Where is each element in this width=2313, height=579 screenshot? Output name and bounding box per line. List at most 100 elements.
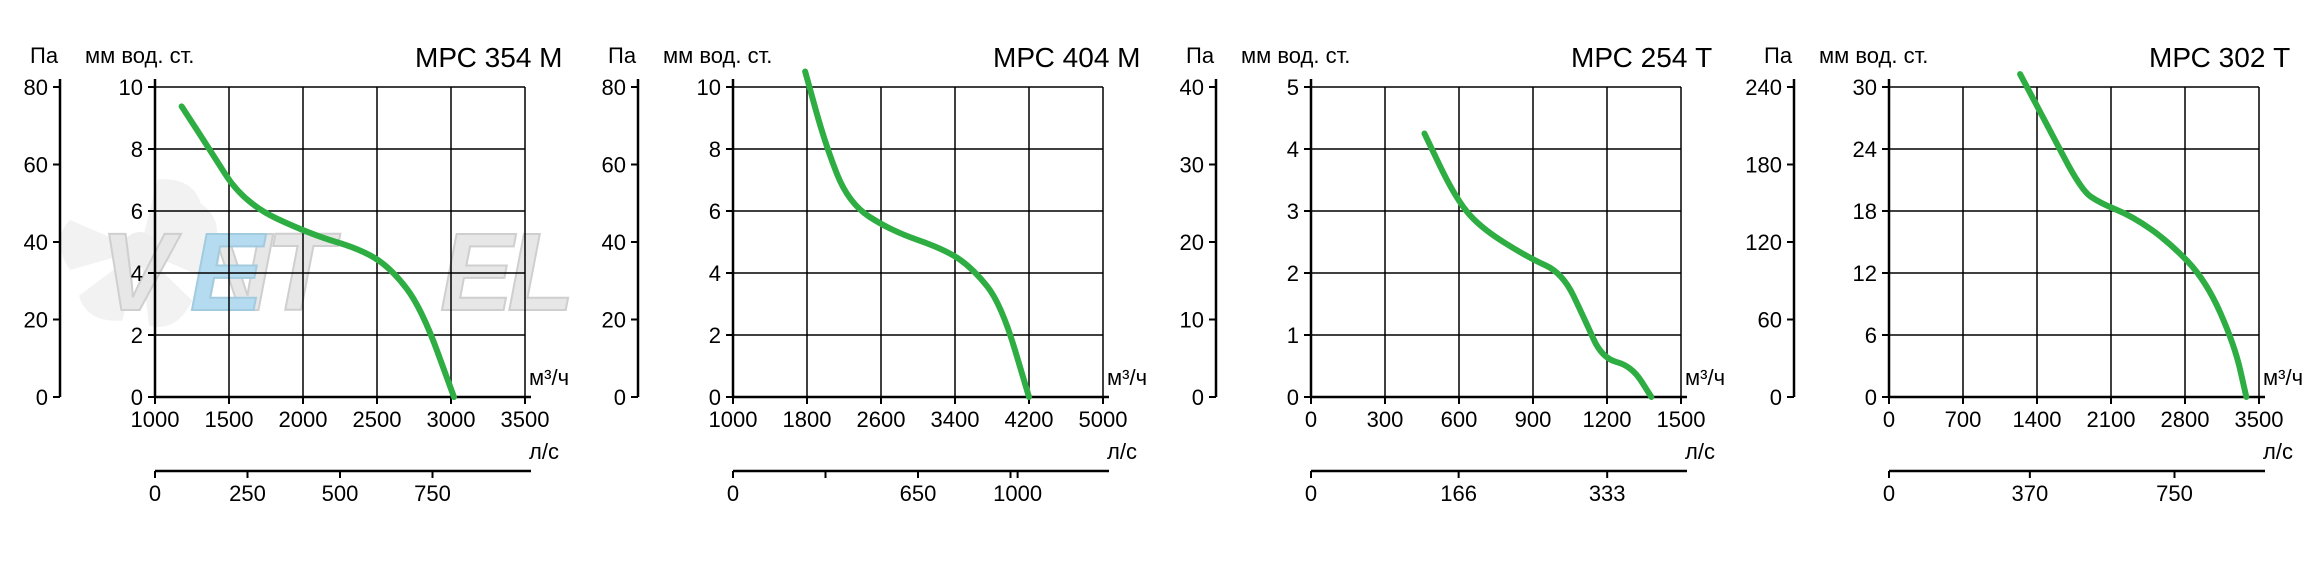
m3h-tick: 1500 [205,407,254,432]
m3h-tick: 900 [1515,407,1552,432]
mm-label: мм вод. ст. [1241,43,1350,68]
mm-label: мм вод. ст. [1819,43,1928,68]
ls-label: л/с [1685,439,1715,464]
m3h-tick: 600 [1441,407,1478,432]
m3h-tick: 1800 [783,407,832,432]
pa-label: Па [608,43,637,68]
ls-label: л/с [2263,439,2293,464]
ls-tick: 1000 [993,481,1042,506]
m3h-tick: 1500 [1657,407,1706,432]
m3h-tick: 1000 [709,407,758,432]
ls-tick: 250 [229,481,266,506]
pa-tick: 0 [1770,385,1782,410]
pa-tick: 0 [36,385,48,410]
pa-tick: 80 [24,75,48,100]
m3h-label: м³/ч [529,365,569,390]
pa-tick: 60 [602,153,626,178]
m3h-tick: 2100 [2087,407,2136,432]
m3h-tick: 700 [1945,407,1982,432]
m3h-tick: 3500 [2235,407,2284,432]
chart-1: 0204060800246810100018002600340042005000… [578,20,1156,560]
pa-tick: 20 [24,308,48,333]
mm-label: мм вод. ст. [85,43,194,68]
mm-tick: 10 [119,75,143,100]
ls-tick: 0 [1305,481,1317,506]
mm-tick: 12 [1853,261,1877,286]
m3h-tick: 1400 [2013,407,2062,432]
m3h-tick: 5000 [1079,407,1128,432]
chart-title: МРС 404 М [993,42,1141,73]
chart-title: МРС 354 М [415,42,563,73]
m3h-tick: 2600 [857,407,906,432]
pa-label: Па [1186,43,1215,68]
m3h-tick: 300 [1367,407,1404,432]
mm-tick: 2 [131,323,143,348]
curve [182,106,454,397]
m3h-tick: 4200 [1005,407,1054,432]
mm-tick: 2 [709,323,721,348]
mm-tick: 8 [709,137,721,162]
pa-tick: 40 [24,230,48,255]
mm-tick: 6 [1865,323,1877,348]
mm-tick: 3 [1287,199,1299,224]
mm-tick: 18 [1853,199,1877,224]
mm-label: мм вод. ст. [663,43,772,68]
mm-tick: 8 [131,137,143,162]
pa-tick: 80 [602,75,626,100]
m3h-tick: 0 [1305,407,1317,432]
pa-label: Па [30,43,59,68]
chart-title: МРС 254 Т [1571,42,1712,73]
chart-0: 0204060800246810100015002000250030003500… [0,20,578,560]
m3h-tick: 0 [1883,407,1895,432]
mm-tick: 4 [709,261,721,286]
mm-tick: 0 [1865,385,1877,410]
ls-tick: 650 [900,481,937,506]
m3h-label: м³/ч [1107,365,1147,390]
pa-tick: 10 [1180,308,1204,333]
mm-tick: 0 [1287,385,1299,410]
pa-tick: 60 [1758,308,1782,333]
ls-label: л/с [1107,439,1137,464]
m3h-label: м³/ч [2263,365,2303,390]
pa-label: Па [1764,43,1793,68]
mm-tick: 10 [697,75,721,100]
pa-tick: 40 [1180,75,1204,100]
m3h-tick: 2000 [279,407,328,432]
mm-tick: 5 [1287,75,1299,100]
ls-tick: 500 [322,481,359,506]
m3h-tick: 3500 [501,407,550,432]
m3h-tick: 2500 [353,407,402,432]
m3h-tick: 2800 [2161,407,2210,432]
chart-3: 0 60 120 180 240 0 6 12 18 24 30 0 700 1400 2100 2800 35… [1734,20,2312,560]
pa-tick: 240 [1745,75,1782,100]
ls-tick: 166 [1440,481,1477,506]
m3h-tick: 3400 [931,407,980,432]
m3h-tick: 1000 [131,407,180,432]
mm-tick: 1 [1287,323,1299,348]
mm-tick: 24 [1853,137,1877,162]
pa-tick: 20 [1180,230,1204,255]
chart-2: 0102030400123450300600900120015000166333… [1156,20,1734,560]
m3h-tick: 3000 [427,407,476,432]
mm-tick: 6 [709,199,721,224]
pa-tick: 180 [1745,153,1782,178]
charts-container: V NT E EL 020406080024681010001500200025… [0,0,2313,579]
pa-tick: 120 [1745,230,1782,255]
pa-tick: 20 [602,308,626,333]
m3h-tick: 1200 [1583,407,1632,432]
pa-tick: 0 [614,385,626,410]
curve [2020,74,2246,397]
ls-tick: 0 [1883,481,1895,506]
mm-tick: 30 [1853,75,1877,100]
m3h-label: м³/ч [1685,365,1725,390]
mm-tick: 6 [131,199,143,224]
ls-tick: 0 [727,481,739,506]
ls-tick: 333 [1589,481,1626,506]
ls-tick: 370 [2011,481,2048,506]
mm-tick: 2 [1287,261,1299,286]
ls-tick: 750 [414,481,451,506]
curve [805,72,1029,398]
mm-tick: 4 [131,261,143,286]
ls-tick: 0 [149,481,161,506]
ls-label: л/с [529,439,559,464]
